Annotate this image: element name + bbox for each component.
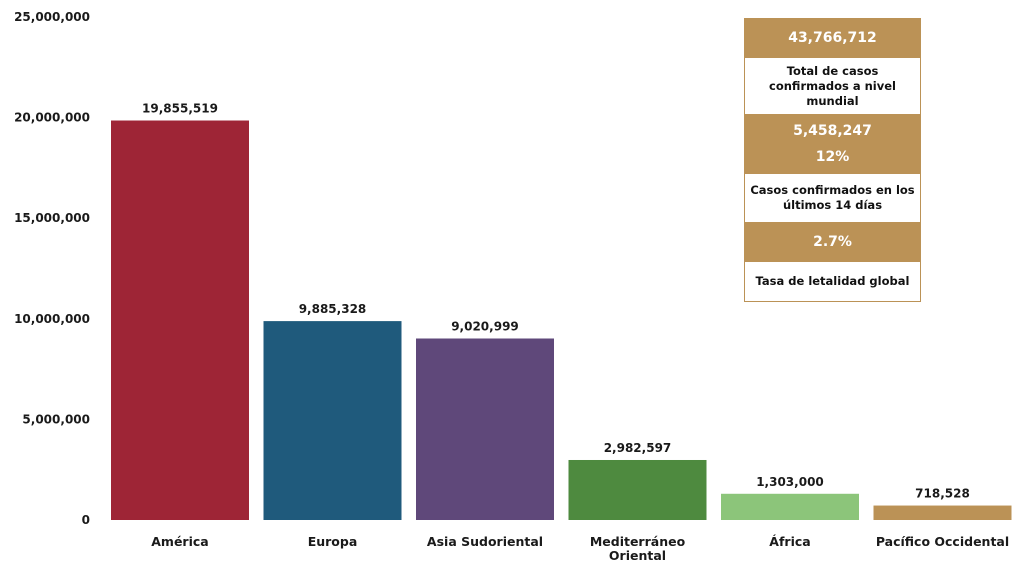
total-cases-label: Total de casos confirmados a nivel mundi… — [744, 58, 921, 114]
category-label: Mediterráneo Oriental — [590, 534, 686, 562]
bar — [721, 493, 859, 520]
data-labels: 19,855,519 9,885,328 9,020,999 2,982,597 1,3… — [142, 102, 970, 501]
y-tick-label: 25,000,000 — [14, 10, 90, 24]
recent-cases-label: Casos confirmados en los últimos 14 días — [744, 174, 921, 222]
y-axis-tick-labels: 0 5,000,000 10,000,000 15,000,000 20,000,000… — [14, 10, 90, 527]
y-tick-label: 0 — [82, 513, 90, 527]
y-tick-label: 10,000,000 — [14, 312, 90, 326]
bar — [873, 505, 1012, 520]
data-label: 9,885,328 — [299, 302, 367, 316]
recent-cases-percent: 12% — [744, 144, 921, 174]
bar — [263, 321, 402, 520]
bar — [416, 338, 554, 520]
total-cases-value: 43,766,712 — [744, 18, 921, 58]
data-label: 1,303,000 — [756, 475, 824, 489]
bar — [568, 459, 707, 520]
bar — [111, 120, 249, 520]
data-label: 9,020,999 — [451, 319, 519, 333]
lethality-value: 2.7% — [744, 222, 921, 262]
lethality-label: Tasa de letalidad global — [744, 262, 921, 302]
data-label: 718,528 — [915, 487, 970, 501]
summary-panel: 43,766,712 Total de casos confirmados a … — [744, 18, 921, 302]
category-label: Asia Sudoriental — [427, 534, 543, 549]
category-labels: América Europa Asia Sudoriental Mediterráne… — [151, 534, 1009, 562]
data-label: 19,855,519 — [142, 102, 218, 116]
category-label: América — [151, 534, 208, 549]
category-label: Pacífico Occidental — [876, 534, 1009, 549]
bars — [111, 120, 1012, 520]
category-label: África — [769, 534, 810, 549]
y-tick-label: 15,000,000 — [14, 211, 90, 225]
y-tick-label: 20,000,000 — [14, 111, 90, 125]
category-label: Europa — [308, 534, 358, 549]
data-label: 2,982,597 — [604, 441, 672, 455]
recent-cases-value: 5,458,247 — [744, 114, 921, 144]
y-tick-label: 5,000,000 — [22, 412, 90, 426]
